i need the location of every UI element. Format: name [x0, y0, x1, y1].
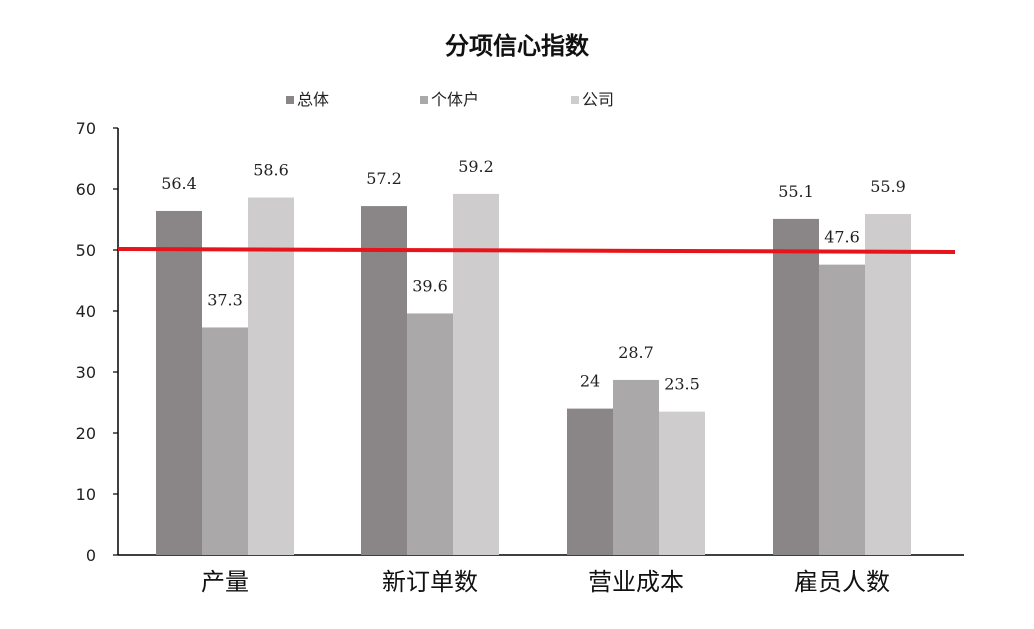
- y-tick-label: 40: [76, 302, 96, 321]
- data-label: 37.3: [207, 290, 243, 309]
- data-label: 57.2: [366, 169, 402, 188]
- data-label: 55.9: [870, 177, 906, 196]
- bar: [361, 206, 407, 555]
- y-tick-label: 70: [76, 119, 96, 138]
- x-tick-label: 产量: [201, 568, 249, 596]
- y-tick-label: 60: [76, 180, 96, 199]
- reference-line: [117, 247, 956, 254]
- legend-swatch: [571, 96, 579, 104]
- legend-label: 公司: [582, 90, 614, 109]
- data-label: 55.1: [778, 182, 814, 201]
- data-label: 23.5: [664, 375, 700, 394]
- x-tick-label: 新订单数: [382, 568, 478, 596]
- x-tick-label: 雇员人数: [794, 568, 890, 596]
- y-tick-label: 30: [76, 363, 96, 382]
- data-label: 47.6: [824, 228, 860, 247]
- data-label: 58.6: [253, 161, 289, 180]
- legend-swatch: [420, 96, 428, 104]
- bar: [156, 210, 202, 555]
- legend-label: 总体: [297, 90, 329, 109]
- x-tick-label: 营业成本: [588, 568, 684, 596]
- bar: [819, 264, 865, 555]
- bar: [248, 197, 294, 556]
- data-label: 59.2: [458, 157, 494, 176]
- bar: [613, 379, 659, 555]
- data-label: 24: [580, 372, 600, 391]
- chart-title: 分项信心指数: [445, 32, 589, 60]
- bar: [202, 327, 248, 555]
- data-label: 28.7: [618, 343, 654, 362]
- bar: [865, 214, 911, 555]
- y-tick-label: 0: [86, 546, 96, 565]
- bar: [773, 218, 819, 555]
- bar: [407, 313, 453, 555]
- y-tick-label: 10: [76, 485, 96, 504]
- data-label: 56.4: [161, 174, 197, 193]
- legend-label: 个体户: [431, 90, 479, 109]
- y-tick-label: 50: [76, 241, 96, 260]
- bar: [567, 408, 613, 555]
- data-label: 39.6: [412, 276, 448, 295]
- legend-swatch: [286, 96, 294, 104]
- y-tick-label: 20: [76, 424, 96, 443]
- bar: [659, 411, 705, 555]
- bar: [453, 193, 499, 555]
